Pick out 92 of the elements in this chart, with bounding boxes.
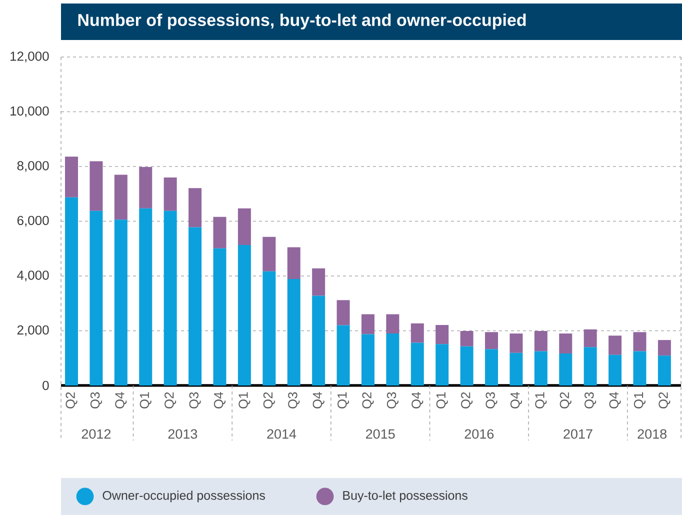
x-tick-label: Q2 bbox=[362, 392, 374, 408]
bar bbox=[262, 236, 276, 272]
bar bbox=[559, 333, 572, 354]
bar bbox=[90, 210, 103, 386]
x-tick-label: Q1 bbox=[535, 392, 547, 408]
bar bbox=[658, 340, 671, 356]
bar bbox=[65, 156, 78, 198]
text: 2018 bbox=[638, 429, 667, 439]
bar bbox=[188, 227, 202, 386]
y-tick-label: 10,000 bbox=[10, 106, 49, 118]
x-tick-label: Q1 bbox=[338, 392, 350, 408]
x-tick-label: Q2 bbox=[164, 392, 176, 408]
bar bbox=[139, 167, 152, 208]
bar bbox=[386, 333, 400, 386]
x-tick-label: Q2 bbox=[66, 392, 78, 408]
bar bbox=[139, 208, 152, 386]
x-tick-label: Q4 bbox=[312, 392, 324, 408]
text: 2016 bbox=[464, 429, 494, 439]
x-tick-label: Q2 bbox=[658, 392, 670, 408]
legend-label: Owner-occupied possessions bbox=[102, 490, 265, 502]
bar bbox=[287, 278, 300, 386]
bar bbox=[534, 351, 548, 386]
bar bbox=[336, 325, 350, 386]
bar bbox=[361, 314, 374, 334]
bar bbox=[114, 220, 128, 386]
bar bbox=[658, 356, 671, 386]
bar bbox=[633, 332, 646, 352]
bar bbox=[312, 296, 326, 386]
bar bbox=[510, 352, 523, 386]
x-tick-label: Q1 bbox=[238, 392, 250, 408]
legend-label: Buy-to-let possessions bbox=[343, 490, 468, 502]
x-tick-label: Q4 bbox=[412, 392, 424, 408]
bar bbox=[65, 197, 78, 386]
bar bbox=[213, 248, 226, 386]
x-tick-label: Q2 bbox=[461, 392, 473, 408]
bar bbox=[485, 332, 498, 350]
bar bbox=[287, 247, 300, 279]
bar bbox=[608, 354, 622, 386]
bar bbox=[386, 314, 400, 334]
y-tick-label: 8,000 bbox=[17, 161, 49, 172]
bar bbox=[312, 268, 326, 296]
text: 2017 bbox=[564, 429, 592, 439]
bar bbox=[90, 161, 103, 211]
x-tick-label: Q3 bbox=[486, 392, 498, 408]
bar bbox=[164, 210, 177, 386]
bar bbox=[410, 342, 424, 386]
text: 2012 bbox=[82, 429, 111, 439]
bar bbox=[213, 216, 226, 248]
x-tick-label: Q3 bbox=[90, 392, 102, 408]
bar bbox=[584, 347, 597, 386]
bar bbox=[361, 334, 374, 386]
bar bbox=[436, 344, 449, 386]
y-tick-label: 2,000 bbox=[17, 325, 49, 336]
bar bbox=[608, 336, 622, 355]
x-tick-label: Q2 bbox=[263, 392, 275, 408]
x-tick-label: Q3 bbox=[386, 392, 398, 408]
x-tick-label: Q4 bbox=[214, 392, 226, 408]
x-tick-label: Q2 bbox=[560, 392, 572, 408]
y-tick-label: 4,000 bbox=[17, 270, 49, 282]
x-tick-label: Q1 bbox=[634, 392, 646, 408]
chart-title: Number of possessions, buy-to-let and owner-occupied bbox=[78, 14, 526, 30]
x-tick-label: Q1 bbox=[140, 392, 152, 408]
x-tick-label: Q4 bbox=[609, 392, 621, 408]
x-tick-label: Q3 bbox=[189, 392, 201, 408]
y-tick-label: 6,000 bbox=[17, 216, 49, 227]
bar bbox=[460, 346, 474, 386]
bar bbox=[534, 331, 548, 352]
bar bbox=[584, 329, 597, 348]
bar bbox=[336, 300, 350, 326]
text: 2013 bbox=[168, 429, 198, 439]
bar bbox=[410, 323, 424, 343]
x-tick-label: Q4 bbox=[510, 392, 522, 408]
y-tick-label: 0 bbox=[42, 380, 49, 390]
bar bbox=[114, 174, 128, 220]
y-tick-label: 12,000 bbox=[10, 52, 49, 62]
bar bbox=[559, 353, 572, 386]
x-tick-label: Q3 bbox=[584, 392, 596, 408]
text: 2014 bbox=[267, 429, 296, 439]
x-tick-label: Q1 bbox=[436, 392, 448, 408]
text: 2015 bbox=[366, 429, 395, 439]
bar bbox=[188, 188, 202, 228]
x-tick-label: Q3 bbox=[288, 392, 300, 408]
x-tick-label: Q4 bbox=[115, 392, 127, 408]
bar bbox=[238, 208, 251, 246]
bar bbox=[436, 324, 449, 344]
bar bbox=[485, 349, 498, 386]
bar bbox=[238, 245, 251, 386]
bar bbox=[510, 333, 523, 353]
bar bbox=[460, 331, 474, 346]
bar bbox=[633, 351, 646, 386]
bar bbox=[262, 271, 276, 386]
bar bbox=[164, 177, 177, 211]
